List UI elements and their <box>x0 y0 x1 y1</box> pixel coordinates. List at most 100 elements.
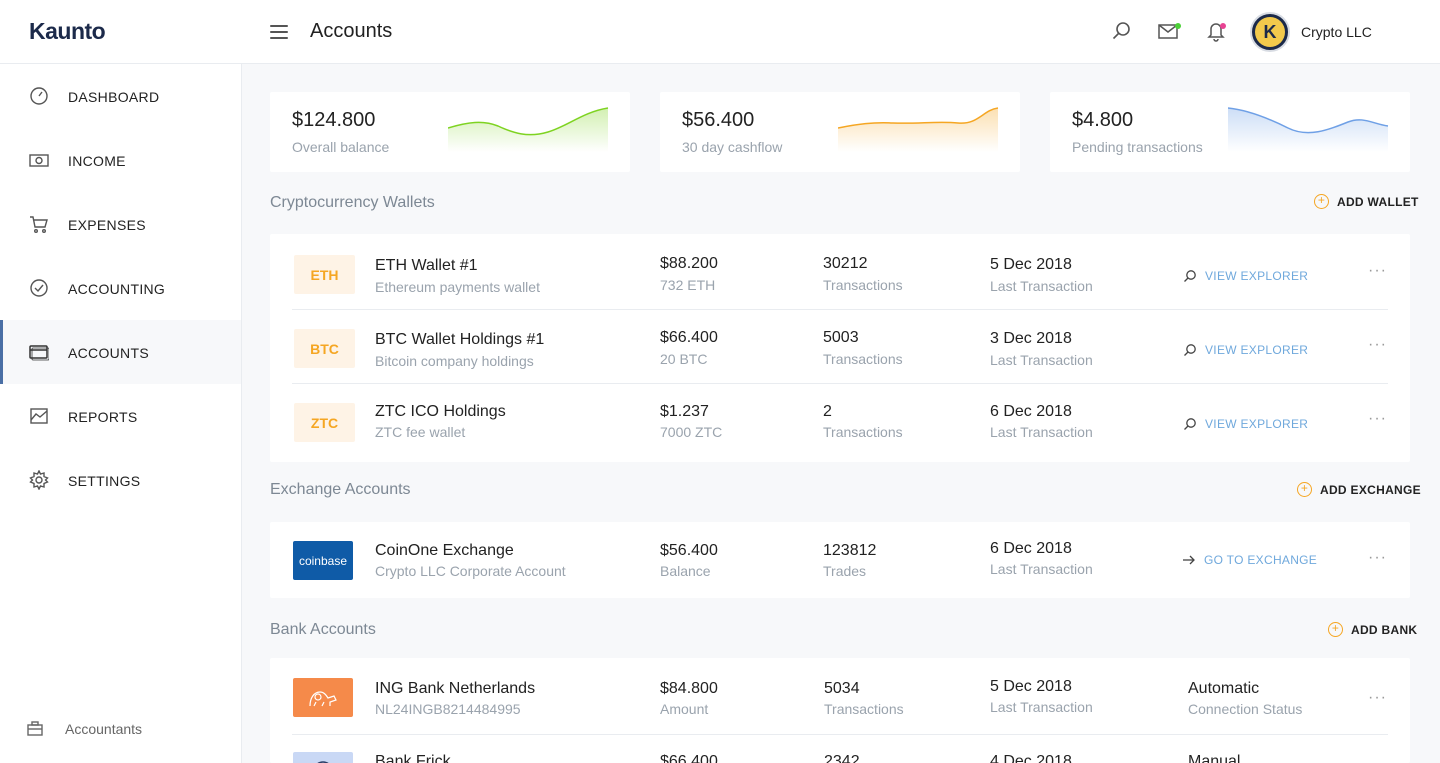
add-exchange-label: ADD EXCHANGE <box>1320 482 1421 497</box>
mail-icon[interactable] <box>1157 20 1179 42</box>
view-explorer-link[interactable]: VIEW EXPLORER <box>1183 343 1308 357</box>
wallet-amount: $66.400 <box>660 329 718 346</box>
connection-status-label: Connection Status <box>1188 701 1303 717</box>
cash-icon <box>29 154 49 167</box>
wallet-count: 30212 <box>823 255 868 272</box>
more-options-icon[interactable]: ··· <box>1368 410 1387 427</box>
sidebar-item-settings[interactable]: SETTINGS <box>0 448 241 512</box>
sidebar-item-label: DASHBOARD <box>68 89 160 105</box>
lion-icon <box>309 690 337 706</box>
arrow-right-icon <box>1183 555 1195 565</box>
coin-badge: ZTC <box>294 403 355 442</box>
menu-toggle-icon[interactable] <box>270 25 288 39</box>
table-row[interactable]: BTC BTC Wallet Holdings #1 Bitcoin compa… <box>292 310 1388 384</box>
bank-name: ING Bank Netherlands <box>375 680 536 697</box>
wallet-date: 6 Dec 2018 <box>990 403 1072 420</box>
bank-frick-logo <box>293 752 353 763</box>
sidebar-item-reports[interactable]: REPORTS <box>0 384 241 448</box>
summary-value: $56.400 <box>682 109 755 131</box>
wallet-date-label: Last Transaction <box>990 424 1093 440</box>
gear-icon <box>29 470 49 490</box>
plus-circle-icon: + <box>1297 482 1312 497</box>
chart-icon <box>30 408 48 424</box>
summary-label: Overall balance <box>292 139 390 155</box>
wallet-desc: Ethereum payments wallet <box>375 279 540 295</box>
view-explorer-label: VIEW EXPLORER <box>1205 269 1309 283</box>
balance-sparkline <box>448 107 609 152</box>
exchange-name: CoinOne Exchange <box>375 542 514 559</box>
bank-frick-icon <box>317 761 329 763</box>
wallets-card <box>270 234 1410 462</box>
table-row[interactable]: ING Bank Netherlands NL24INGB8214484995 … <box>292 661 1388 735</box>
top-bar: Kaunto Accounts K Crypto LLC <box>0 0 1440 64</box>
wallets-section-title: Cryptocurrency Wallets <box>270 194 435 211</box>
summary-card-balance: $124.800 Overall balance <box>270 92 630 172</box>
connection-status: Manual <box>1188 753 1241 763</box>
plus-circle-icon: + <box>1328 622 1343 637</box>
sidebar-item-label: ACCOUNTS <box>68 345 149 361</box>
add-exchange-button[interactable]: + ADD EXCHANGE <box>1297 482 1421 497</box>
sidebar-item-accounting[interactable]: ACCOUNTING <box>0 256 241 320</box>
table-row[interactable]: coinbase CoinOne Exchange Crypto LLC Cor… <box>292 523 1388 597</box>
app-logo[interactable]: Kaunto <box>29 18 106 44</box>
avatar-letter: K <box>1255 17 1285 47</box>
sidebar-item-income[interactable]: INCOME <box>0 128 241 192</box>
sidebar-item-expenses[interactable]: EXPENSES <box>0 192 241 256</box>
plus-circle-icon: + <box>1314 194 1329 209</box>
sidebar-item-dashboard[interactable]: DASHBOARD <box>0 64 241 128</box>
accountants-link[interactable]: Accountants <box>26 720 142 738</box>
bank-iban: NL24INGB8214484995 <box>375 701 521 717</box>
cashflow-sparkline <box>838 107 999 152</box>
avatar[interactable]: K <box>1250 12 1290 52</box>
banks-card <box>270 658 1410 763</box>
table-row[interactable]: Bank Frick $66.400 2342 4 Dec 2018 Manua… <box>292 735 1388 763</box>
view-explorer-link[interactable]: VIEW EXPLORER <box>1183 417 1308 431</box>
exchange-date: 6 Dec 2018 <box>990 540 1072 557</box>
exchanges-section-title: Exchange Accounts <box>270 481 411 498</box>
wallet-date: 3 Dec 2018 <box>990 330 1072 347</box>
exchange-count: 123812 <box>823 542 877 559</box>
sidebar-item-label: ACCOUNTING <box>68 281 166 297</box>
bank-amount: $84.800 <box>660 680 718 697</box>
sidebar-item-label: REPORTS <box>68 409 138 425</box>
wallet-desc: Bitcoin company holdings <box>375 353 534 369</box>
dashboard-gauge-icon <box>30 87 48 105</box>
table-row[interactable]: ETH ETH Wallet #1 Ethereum payments wall… <box>292 236 1388 310</box>
view-explorer-link[interactable]: VIEW EXPLORER <box>1183 269 1308 283</box>
table-row[interactable]: ZTC ZTC ICO Holdings ZTC fee wallet $1.2… <box>292 384 1388 458</box>
company-name[interactable]: Crypto LLC <box>1301 24 1372 40</box>
wallet-icon <box>29 345 49 361</box>
more-options-icon[interactable]: ··· <box>1368 549 1387 566</box>
wallet-amount-sub: 732 ETH <box>660 277 716 293</box>
add-wallet-button[interactable]: + ADD WALLET <box>1314 194 1419 209</box>
more-options-icon[interactable]: ··· <box>1368 336 1387 353</box>
wallet-count: 2 <box>823 403 832 420</box>
pending-sparkline <box>1228 107 1389 152</box>
bank-amount-sub: Amount <box>660 701 709 717</box>
bank-count: 2342 <box>824 753 860 763</box>
connection-status: Automatic <box>1188 680 1260 697</box>
banks-section-title: Bank Accounts <box>270 621 376 638</box>
exchange-amount-sub: Balance <box>660 563 711 579</box>
wallet-count-label: Transactions <box>823 424 903 440</box>
wallet-date-label: Last Transaction <box>990 352 1093 368</box>
exchange-count-label: Trades <box>823 563 867 579</box>
bell-icon[interactable] <box>1205 20 1227 42</box>
bank-amount: $66.400 <box>660 753 718 763</box>
search-icon[interactable] <box>1111 20 1133 42</box>
wallet-amount-sub: 20 BTC <box>660 351 708 367</box>
wallet-count-label: Transactions <box>823 351 903 367</box>
coin-badge: BTC <box>294 329 355 368</box>
wallet-amount-sub: 7000 ZTC <box>660 424 723 440</box>
more-options-icon[interactable]: ··· <box>1368 689 1387 706</box>
wallet-count: 5003 <box>823 329 859 346</box>
sidebar-item-label: INCOME <box>68 153 126 169</box>
mail-notification-dot <box>1175 23 1181 29</box>
search-icon <box>1184 344 1196 356</box>
add-bank-button[interactable]: + ADD BANK <box>1328 622 1417 637</box>
sidebar-item-accounts[interactable]: ACCOUNTS <box>0 320 241 384</box>
briefcase-icon <box>27 721 43 736</box>
bank-name: Bank Frick <box>375 753 451 763</box>
go-to-exchange-link[interactable]: GO TO EXCHANGE <box>1182 553 1317 567</box>
more-options-icon[interactable]: ··· <box>1368 262 1387 279</box>
